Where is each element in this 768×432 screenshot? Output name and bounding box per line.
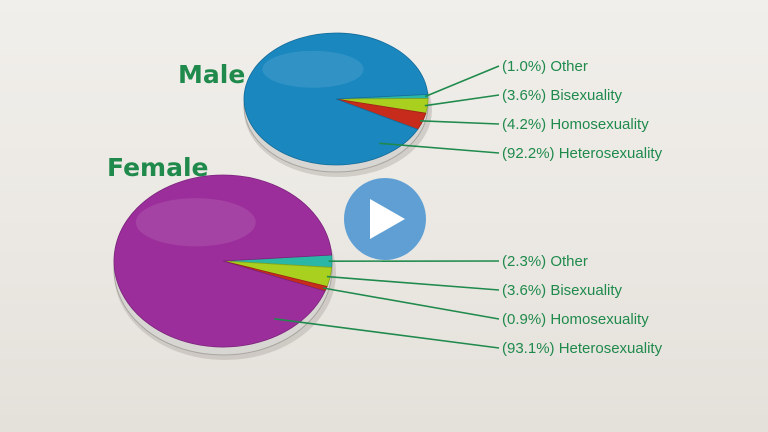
play-icon[interactable]	[370, 199, 405, 239]
female-leader-homosexuality	[322, 287, 500, 320]
female-pie-chart: Female (2.3%) Other (3.6%) Bisexuality (0.9…	[107, 153, 663, 360]
female-label-other: (2.3%) Other	[502, 253, 588, 270]
male-pie-gloss	[262, 50, 364, 88]
female-leader-bisexuality	[326, 275, 500, 291]
male-leader-homosexuality	[419, 120, 500, 125]
male-pie-title: Male	[178, 60, 245, 89]
play-button[interactable]	[344, 178, 426, 260]
female-pie-title: Female	[107, 153, 208, 182]
male-slice-heterosexuality	[243, 32, 429, 166]
male-pie-chart: Male (1.0%) Other (3.6%) Bisexuality (4.2%)…	[178, 32, 663, 177]
female-label-homosexuality: (0.9%) Homosexuality	[502, 311, 649, 328]
female-leader-heterosexuality	[274, 318, 500, 349]
female-label-heterosexuality: (93.1%) Heterosexuality	[502, 340, 663, 357]
male-label-heterosexuality: (92.2%) Heterosexuality	[502, 145, 663, 162]
male-leader-bisexuality	[424, 94, 500, 107]
female-pie-gloss	[135, 198, 256, 247]
male-label-bisexuality: (3.6%) Bisexuality	[502, 87, 623, 104]
male-leader-heterosexuality	[379, 142, 500, 154]
male-label-homosexuality: (4.2%) Homosexuality	[502, 116, 649, 133]
female-slice-heterosexuality	[113, 174, 333, 348]
male-label-other: (1.0%) Other	[502, 58, 588, 75]
female-label-bisexuality: (3.6%) Bisexuality	[502, 282, 623, 299]
male-leader-other	[424, 65, 500, 98]
